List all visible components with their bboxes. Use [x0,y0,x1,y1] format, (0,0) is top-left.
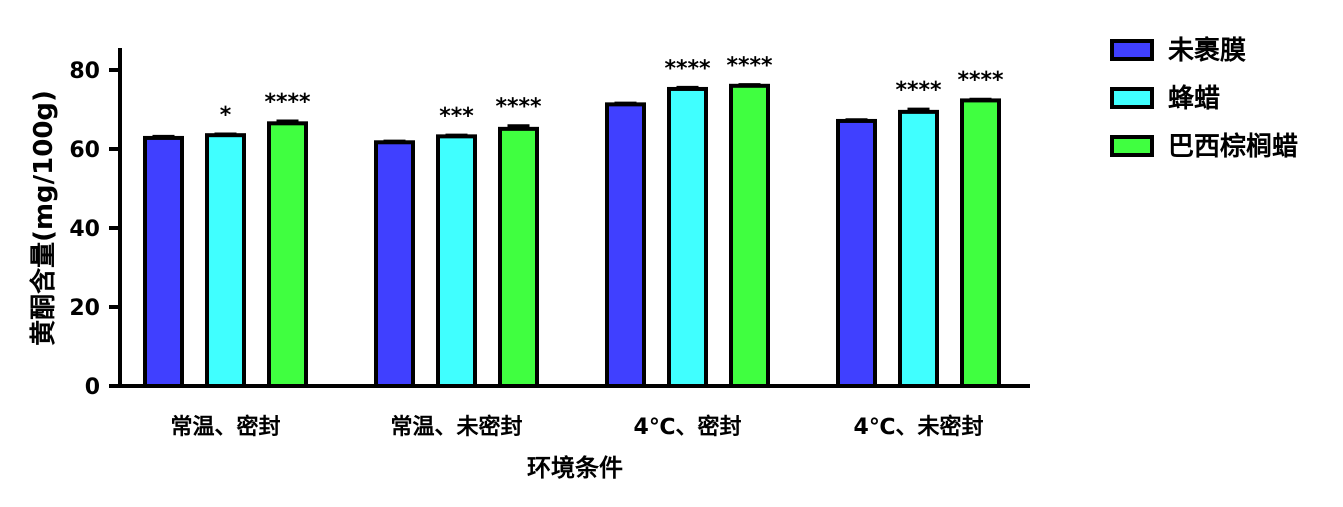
bar [729,83,770,389]
legend-entry: 未裹膜 [1110,35,1246,66]
y-tick-label: 80 [69,59,100,84]
bar-group: **** [895,78,942,389]
y-tick-label: 40 [69,217,100,242]
bar [143,135,184,388]
legend-entry: 蜂蜡 [1110,84,1220,114]
significance-label: **** [895,78,942,103]
bar-group: **** [664,56,711,389]
bar [836,118,877,389]
x-category-label: 4℃、未密封 [854,414,984,440]
bar [267,121,308,388]
significance-label: *** [439,104,474,129]
significance-label: **** [495,95,542,120]
bar [667,86,708,389]
y-tick-label: 0 [85,375,100,400]
bar-group: **** [957,68,1004,388]
bar-group: **** [264,90,311,388]
significance-label: * [220,103,232,128]
bar-group [836,118,877,389]
bar [605,102,646,389]
significance-label: **** [726,54,773,79]
legend-swatch [1110,39,1154,61]
bar-group: *** [436,104,477,388]
x-category-label: 常温、密封 [170,414,280,440]
bar-group [143,134,184,388]
y-tick-label: 20 [69,296,100,321]
x-axis-title: 环境条件 [527,454,623,482]
legend-label: 未裹膜 [1168,35,1246,66]
bar-group: * [205,103,246,388]
bar [374,140,415,388]
bar-group [374,139,415,388]
x-category-label: 4℃、密封 [634,414,742,440]
legend-label: 蜂蜡 [1168,84,1220,114]
x-category-labels: 常温、密封 常温、未密封 4℃、密封 4℃、未密封 [170,414,983,440]
x-category-label: 常温、未密封 [390,414,522,440]
legend-swatch [1110,135,1154,157]
legend-entry: 巴西棕榈蜡 [1110,131,1298,162]
y-ticks: 0 20 40 60 80 [69,59,120,400]
bar [436,134,477,388]
y-axis-title: 黄酮含量(mg/100g) [28,90,59,346]
significance-label: **** [957,68,1004,93]
significance-label: **** [664,56,711,81]
bar-group [605,101,646,389]
bar [498,126,539,388]
axes-layer [118,48,1030,388]
legend-swatch [1110,87,1154,109]
bar [205,133,246,388]
legend-label: 巴西棕榈蜡 [1168,131,1298,162]
y-tick-label: 60 [69,138,100,163]
bars-layer: * *************** ************ [143,54,1004,389]
bar-group: **** [495,95,542,388]
bar [898,109,939,389]
significance-label: **** [264,90,311,115]
bar [960,98,1001,388]
bar-group: **** [726,54,773,389]
